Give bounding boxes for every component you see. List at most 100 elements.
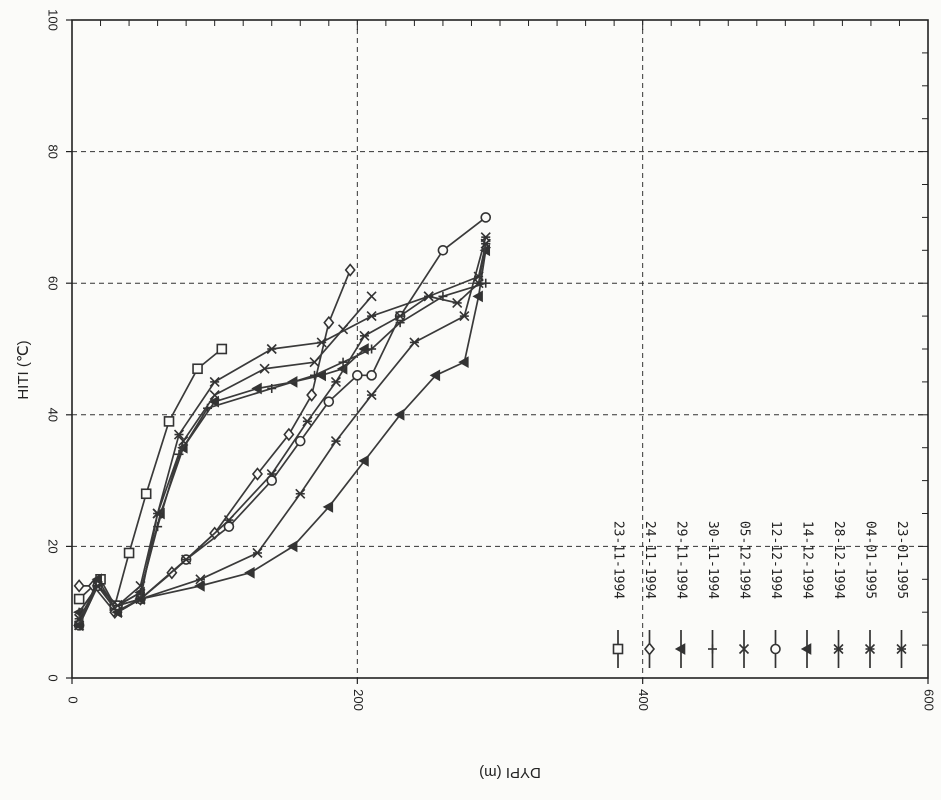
legend-marker [833,643,844,655]
data-point [266,475,278,486]
x-tick-label: 200 [351,689,366,711]
data-point [92,580,103,591]
data-point [473,278,484,289]
series-line [79,269,351,614]
data-point [223,515,234,526]
data-point [251,382,262,395]
data-point [223,521,235,532]
data-point [480,212,492,223]
data-point [140,488,152,500]
data-point [366,311,377,322]
data-point [173,429,185,440]
data-point [152,508,163,519]
data-point [394,408,405,421]
y-tick-label: 40 [46,408,61,422]
data-point [251,467,264,481]
data-point [192,363,203,375]
data-point [309,357,320,368]
legend-label: 23-11-1994 [611,521,626,599]
series-line [78,216,487,626]
legend-marker [738,643,750,655]
data-point [163,416,175,427]
data-point [267,383,277,393]
data-point [366,389,377,401]
data-point [216,343,228,355]
y-tick-label: 80 [46,144,61,158]
data-point [287,540,298,553]
x-tick-label: 600 [922,689,937,711]
data-point [195,574,206,585]
y-tick-label: 60 [46,276,61,290]
legend-marker [864,643,876,655]
series-line [78,348,366,613]
data-point [316,337,327,348]
data-point [209,376,220,387]
x-tick-label: 400 [636,689,651,711]
data-point [295,488,306,499]
data-point [283,427,295,442]
data-point [112,607,123,618]
data-point [306,388,318,402]
legend-marker [643,642,656,656]
data-point [266,343,277,355]
legend-marker [708,644,717,654]
data-point [323,315,335,330]
data-point [178,436,189,447]
data-point [330,376,341,387]
legend-marker [800,643,812,655]
data-point [135,593,146,605]
legend-label: 04-01-1995 [863,521,878,599]
data-point [74,620,85,631]
data-point [458,356,469,369]
y-axis-title: HITI (℃) [15,340,32,399]
data-point [266,468,277,480]
data-point [322,501,334,513]
data-point [423,291,434,302]
data-point [480,238,491,249]
series-line [78,282,486,613]
data-point [472,290,483,303]
y-tick-label: 0 [46,674,61,681]
data-point [330,436,341,447]
data-point [302,416,313,427]
legend-label: 28-12-1994 [831,521,846,599]
data-point [123,547,135,559]
data-point [194,580,205,592]
y-tick-label: 20 [46,539,61,553]
data-point [208,395,219,408]
data-point [310,370,320,380]
legend-label: 05-12-1994 [737,521,752,599]
data-point [437,245,449,256]
data-point [366,370,377,381]
legend-label: 23-01-1995 [894,521,909,599]
legend-label: 12-12-1994 [768,521,783,599]
data-point [181,554,192,565]
data-point [367,344,377,354]
data-point [259,363,270,374]
legend-marker [770,643,781,655]
legend-marker [896,643,907,655]
data-point [73,593,85,605]
x-axis-title: DYPI (m) [479,764,541,781]
data-point [358,454,369,467]
data-point [323,396,335,407]
data-point [359,330,370,341]
data-point [294,435,306,447]
data-point [429,369,441,382]
legend-label: 29-11-1994 [674,521,689,599]
data-point [244,566,255,579]
series-line [78,236,487,626]
data-point [452,297,463,309]
data-point [209,389,220,401]
legend-marker [674,643,686,655]
data-point [459,311,470,322]
series-line [78,348,223,607]
legend-label: 14-12-1994 [800,521,815,599]
x-tick-label: 0 [66,696,81,703]
data-point [395,311,406,322]
data-point [91,573,102,586]
data-point [366,291,377,302]
data-point [344,263,356,277]
